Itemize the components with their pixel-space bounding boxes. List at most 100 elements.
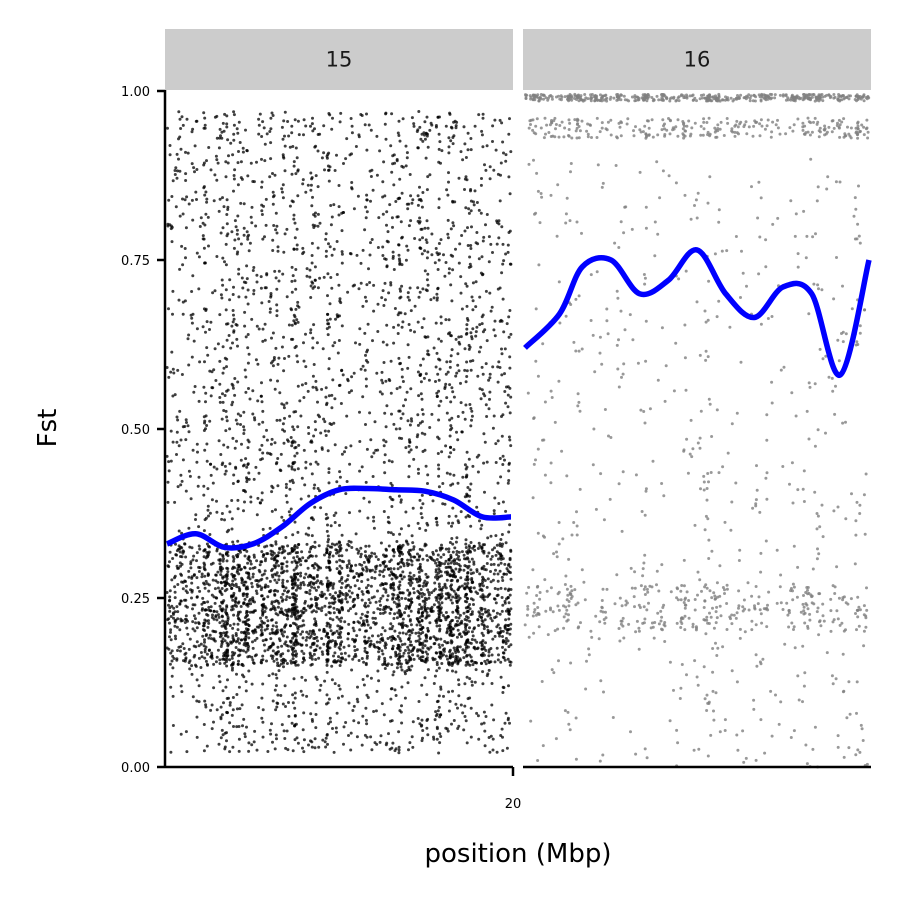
data-point xyxy=(236,250,240,254)
data-point xyxy=(313,420,317,424)
data-point xyxy=(482,721,486,725)
data-point xyxy=(311,223,315,227)
data-point xyxy=(443,502,447,506)
data-point xyxy=(419,227,423,231)
data-point xyxy=(432,346,436,350)
data-point xyxy=(439,619,443,622)
data-point xyxy=(418,238,422,242)
data-point xyxy=(467,343,471,347)
data-point xyxy=(354,612,358,616)
data-point xyxy=(369,626,373,630)
data-point xyxy=(274,684,278,688)
data-point xyxy=(218,589,222,593)
data-point xyxy=(263,159,267,163)
data-point xyxy=(277,356,281,360)
data-point xyxy=(320,637,324,640)
data-point xyxy=(302,583,306,587)
data-point xyxy=(177,110,181,114)
data-point xyxy=(282,369,286,373)
data-point xyxy=(245,476,248,480)
data-point xyxy=(454,567,458,571)
data-point xyxy=(426,629,430,633)
data-point xyxy=(195,640,199,644)
data-point xyxy=(483,607,487,611)
data-point xyxy=(205,159,208,163)
data-point xyxy=(439,555,443,559)
data-point xyxy=(389,531,393,535)
data-point xyxy=(481,654,484,658)
data-point xyxy=(507,435,511,439)
data-point xyxy=(438,358,442,362)
data-point xyxy=(293,279,297,283)
data-point xyxy=(365,693,369,697)
data-point xyxy=(464,467,468,471)
data-point xyxy=(251,389,255,393)
data-point xyxy=(168,550,172,554)
data-point xyxy=(477,350,481,354)
data-point xyxy=(265,272,269,276)
data-point xyxy=(499,475,503,479)
data-point xyxy=(422,376,426,380)
data-point xyxy=(278,391,282,395)
data-point xyxy=(399,527,403,531)
data-point xyxy=(291,657,295,661)
data-point xyxy=(203,586,207,590)
data-point xyxy=(444,547,448,551)
data-point xyxy=(237,737,241,741)
data-point xyxy=(202,246,206,250)
data-point xyxy=(355,648,359,652)
data-point xyxy=(201,628,205,632)
data-point xyxy=(437,582,441,586)
data-point xyxy=(438,585,441,589)
data-point xyxy=(350,131,354,135)
data-point xyxy=(409,609,413,613)
data-point xyxy=(333,169,337,172)
data-point xyxy=(304,638,308,642)
data-point xyxy=(380,392,384,396)
data-point xyxy=(245,149,249,152)
data-point xyxy=(202,493,206,497)
data-point xyxy=(173,173,177,176)
data-point xyxy=(439,687,443,691)
data-point xyxy=(424,528,428,532)
data-point xyxy=(232,138,236,142)
data-point xyxy=(190,664,194,668)
data-point xyxy=(235,232,239,236)
data-point xyxy=(441,482,445,485)
data-point xyxy=(263,569,267,573)
data-point xyxy=(426,272,430,276)
data-point xyxy=(500,609,504,613)
data-point xyxy=(274,276,278,280)
data-point xyxy=(375,371,379,375)
data-point xyxy=(313,265,317,269)
data-point xyxy=(422,131,426,135)
data-point xyxy=(352,620,356,624)
data-point xyxy=(285,295,289,299)
data-point xyxy=(398,580,402,584)
data-point xyxy=(226,619,229,623)
data-point xyxy=(432,735,435,739)
data-point xyxy=(467,207,471,211)
data-point xyxy=(437,705,441,709)
data-point xyxy=(324,434,328,437)
data-point xyxy=(344,157,348,161)
data-point xyxy=(407,450,411,454)
data-point xyxy=(417,575,421,579)
data-point xyxy=(181,642,185,646)
data-point xyxy=(468,619,472,623)
data-point xyxy=(288,204,292,208)
data-point xyxy=(338,664,342,667)
data-point xyxy=(437,751,441,755)
data-point xyxy=(200,575,204,579)
data-point xyxy=(372,611,376,615)
data-point xyxy=(466,551,470,555)
data-point xyxy=(269,378,273,382)
data-point xyxy=(462,728,466,732)
data-point xyxy=(238,618,242,622)
data-point xyxy=(194,518,197,521)
data-point xyxy=(469,148,473,152)
data-point xyxy=(420,493,424,497)
data-point xyxy=(328,317,332,321)
data-point xyxy=(468,546,472,549)
data-point xyxy=(318,688,322,692)
